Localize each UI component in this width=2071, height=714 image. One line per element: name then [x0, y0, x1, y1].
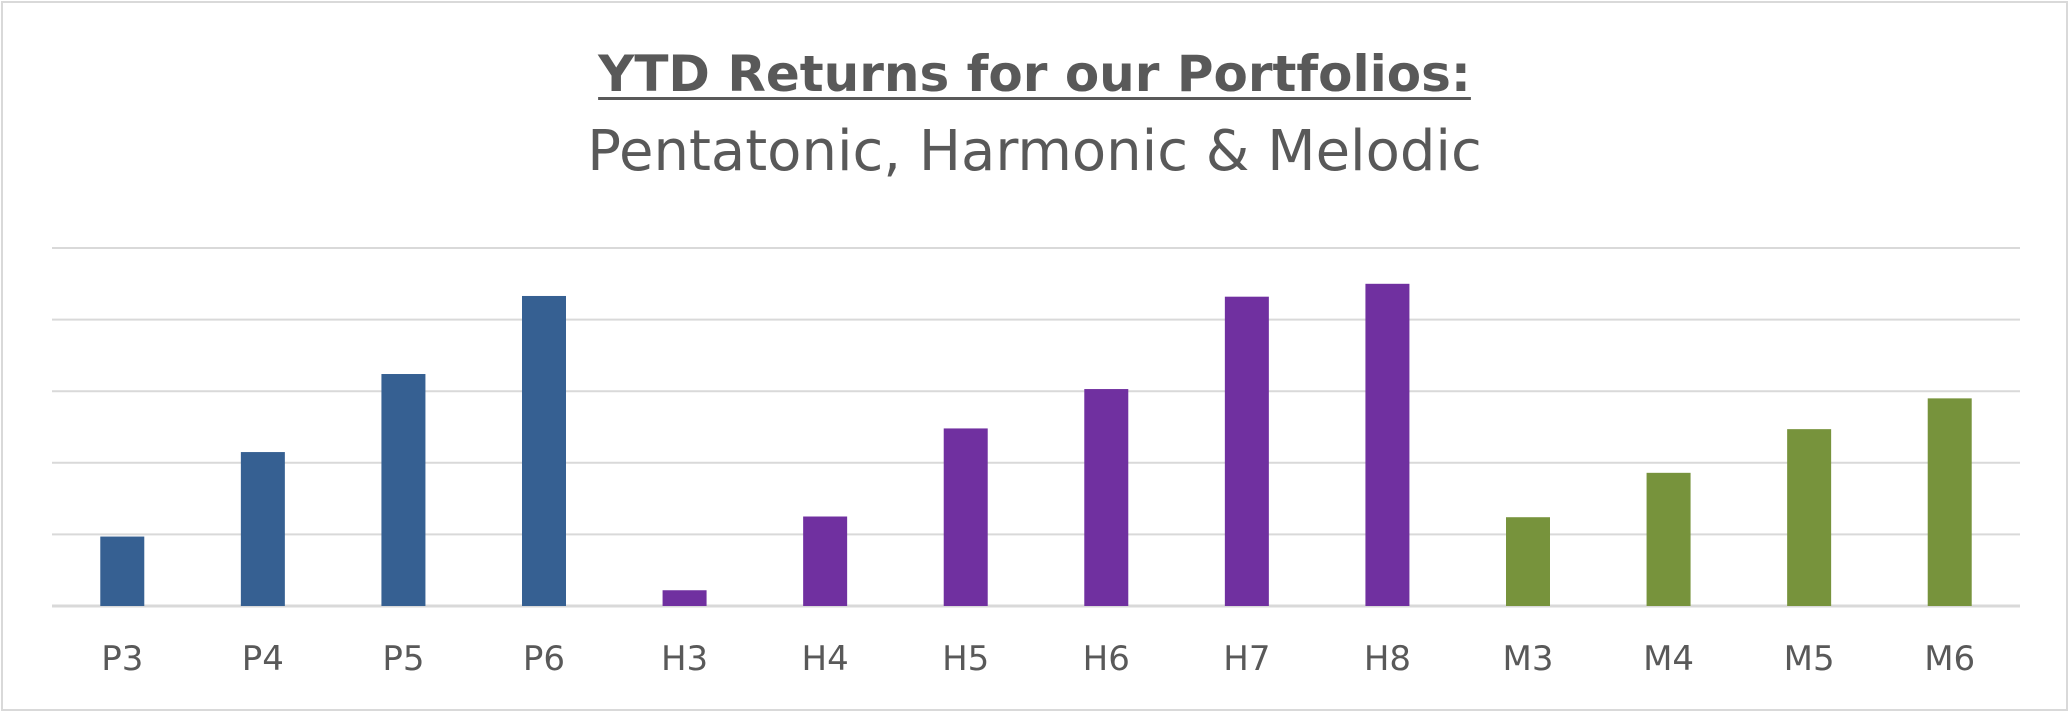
bar-h4	[803, 516, 848, 606]
bar-h8	[1365, 283, 1410, 606]
x-tick-labels: P3 P4 P5 P6 H3 H4 H5 H6 H7 H8 M3 M4 M5 M6	[101, 639, 1975, 679]
x-tick-label-h8: H8	[1364, 639, 1411, 679]
x-tick-label-h4: H4	[802, 639, 849, 679]
x-tick-label-m5: M5	[1784, 639, 1835, 679]
bar-p3	[100, 536, 145, 606]
x-tick-label-h7: H7	[1223, 639, 1270, 679]
bar-m6	[1927, 398, 1972, 606]
bar-p6	[522, 295, 566, 606]
gridlines	[52, 247, 2020, 608]
x-tick-label-m3: M3	[1503, 639, 1554, 679]
x-tick-label-h3: H3	[661, 639, 708, 679]
bar-h6	[1084, 389, 1129, 606]
chart-subtitle: Pentatonic, Harmonic & Melodic	[587, 119, 1482, 184]
x-tick-label-m6: M6	[1924, 639, 1975, 679]
x-tick-label-m4: M4	[1643, 639, 1694, 679]
bar-h5	[943, 428, 988, 606]
x-tick-label-p5: P5	[382, 639, 424, 679]
bar-m5	[1787, 429, 1832, 606]
bar-h7	[1224, 296, 1269, 606]
bar-p4	[240, 452, 285, 606]
bar-p5	[381, 374, 426, 606]
x-tick-label-h5: H5	[942, 639, 989, 679]
chart-title: YTD Returns for our Portfolios:	[598, 45, 1471, 103]
x-tick-label-p3: P3	[101, 639, 143, 679]
x-tick-label-p4: P4	[242, 639, 284, 679]
bar-m4	[1646, 472, 1691, 606]
x-tick-label-h6: H6	[1083, 639, 1130, 679]
bars	[100, 283, 1972, 606]
x-tick-label-p6: P6	[523, 639, 565, 679]
bar-h3	[662, 590, 707, 606]
bar-m3	[1506, 517, 1550, 606]
